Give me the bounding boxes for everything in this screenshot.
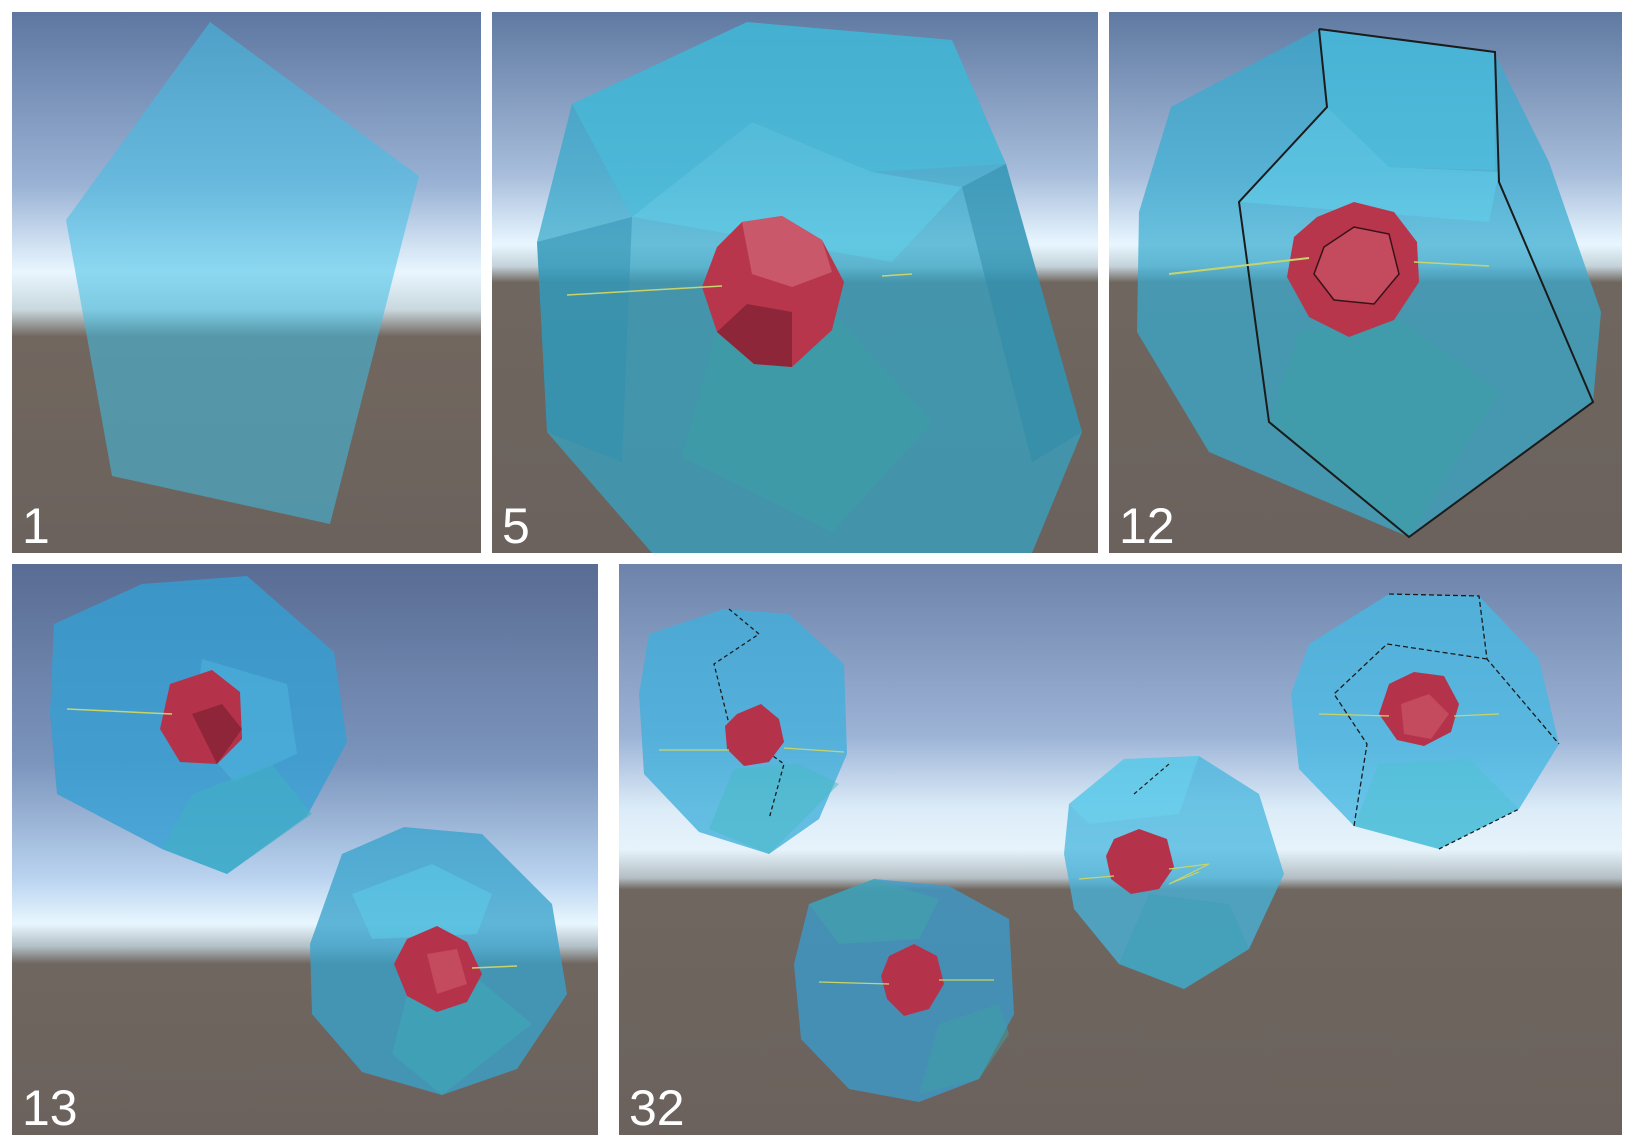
cell-1 (639, 608, 847, 854)
filament (1413, 261, 1490, 267)
scene-1 (12, 12, 481, 553)
scene-13 (12, 564, 598, 1135)
scene-5 (492, 12, 1098, 553)
filament (881, 273, 913, 277)
panel-label: 5 (502, 498, 530, 553)
scene-12 (1109, 12, 1622, 553)
cell-upper-left (50, 576, 347, 874)
cell-face (66, 22, 419, 524)
panel-13: 13 (12, 564, 598, 1135)
panel-label: 13 (22, 1080, 78, 1135)
panel-label: 1 (22, 498, 50, 553)
scene-32 (619, 564, 1622, 1135)
panel-12: 12 (1109, 12, 1622, 553)
cell-shell (537, 22, 1082, 553)
nucleus (702, 216, 844, 367)
cell-4 (1291, 593, 1560, 850)
cell-3 (1064, 756, 1284, 989)
filament (1168, 257, 1310, 275)
panel-5: 5 (492, 12, 1098, 553)
panel-label: 12 (1119, 498, 1175, 553)
cell-lower-right (310, 827, 567, 1095)
filament (566, 285, 723, 296)
highlighted-face-edge (1237, 28, 1595, 539)
nucleus (1287, 202, 1419, 337)
panel-label: 32 (629, 1080, 685, 1135)
panel-32: 32 (619, 564, 1622, 1135)
cell-2 (794, 879, 1014, 1102)
panel-1: 1 (12, 12, 481, 553)
